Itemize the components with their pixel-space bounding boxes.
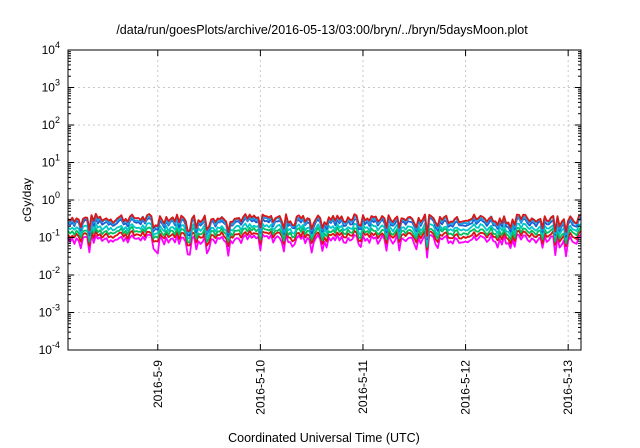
y-tick-label: 10-2 (39, 265, 60, 282)
y-tick-label: 104 (42, 40, 60, 57)
y-tick-label: 102 (42, 115, 60, 132)
data-series (67, 212, 582, 259)
y-axis: 10-4 10-3 10-2 10-1 100 101 102 103 104 (39, 40, 581, 357)
series-line-4 (67, 222, 582, 244)
chart-title: /data/run/goesPlots/archive/2016-05-13/0… (116, 23, 528, 37)
y-tick-label: 10-3 (39, 303, 60, 320)
series-line-3 (67, 225, 582, 248)
x-tick-label: 2016-5-13 (561, 360, 575, 415)
x-tick-label: 2016-5-10 (253, 360, 267, 415)
y-tick-label: 10-4 (39, 340, 60, 357)
x-axis-label: Coordinated Universal Time (UTC) (228, 431, 420, 445)
y-tick-label: 100 (42, 190, 60, 207)
y-axis-label: cGy/day (20, 178, 34, 222)
series-line-1 (67, 233, 582, 259)
grid-lines (68, 50, 581, 350)
series-line-7 (67, 212, 582, 237)
y-tick-label: 103 (42, 78, 60, 95)
x-tick-label: 2016-5-11 (356, 360, 370, 414)
y-tick-label: 10-1 (39, 228, 60, 245)
series-line-2 (67, 229, 582, 251)
x-axis: 2016-5-9 2016-5-10 2016-5-11 2016-5-12 2016-… (151, 50, 575, 415)
x-tick-label: 2016-5-12 (459, 360, 473, 415)
y-tick-label: 101 (42, 153, 60, 170)
x-tick-label: 2016-5-9 (151, 360, 165, 408)
